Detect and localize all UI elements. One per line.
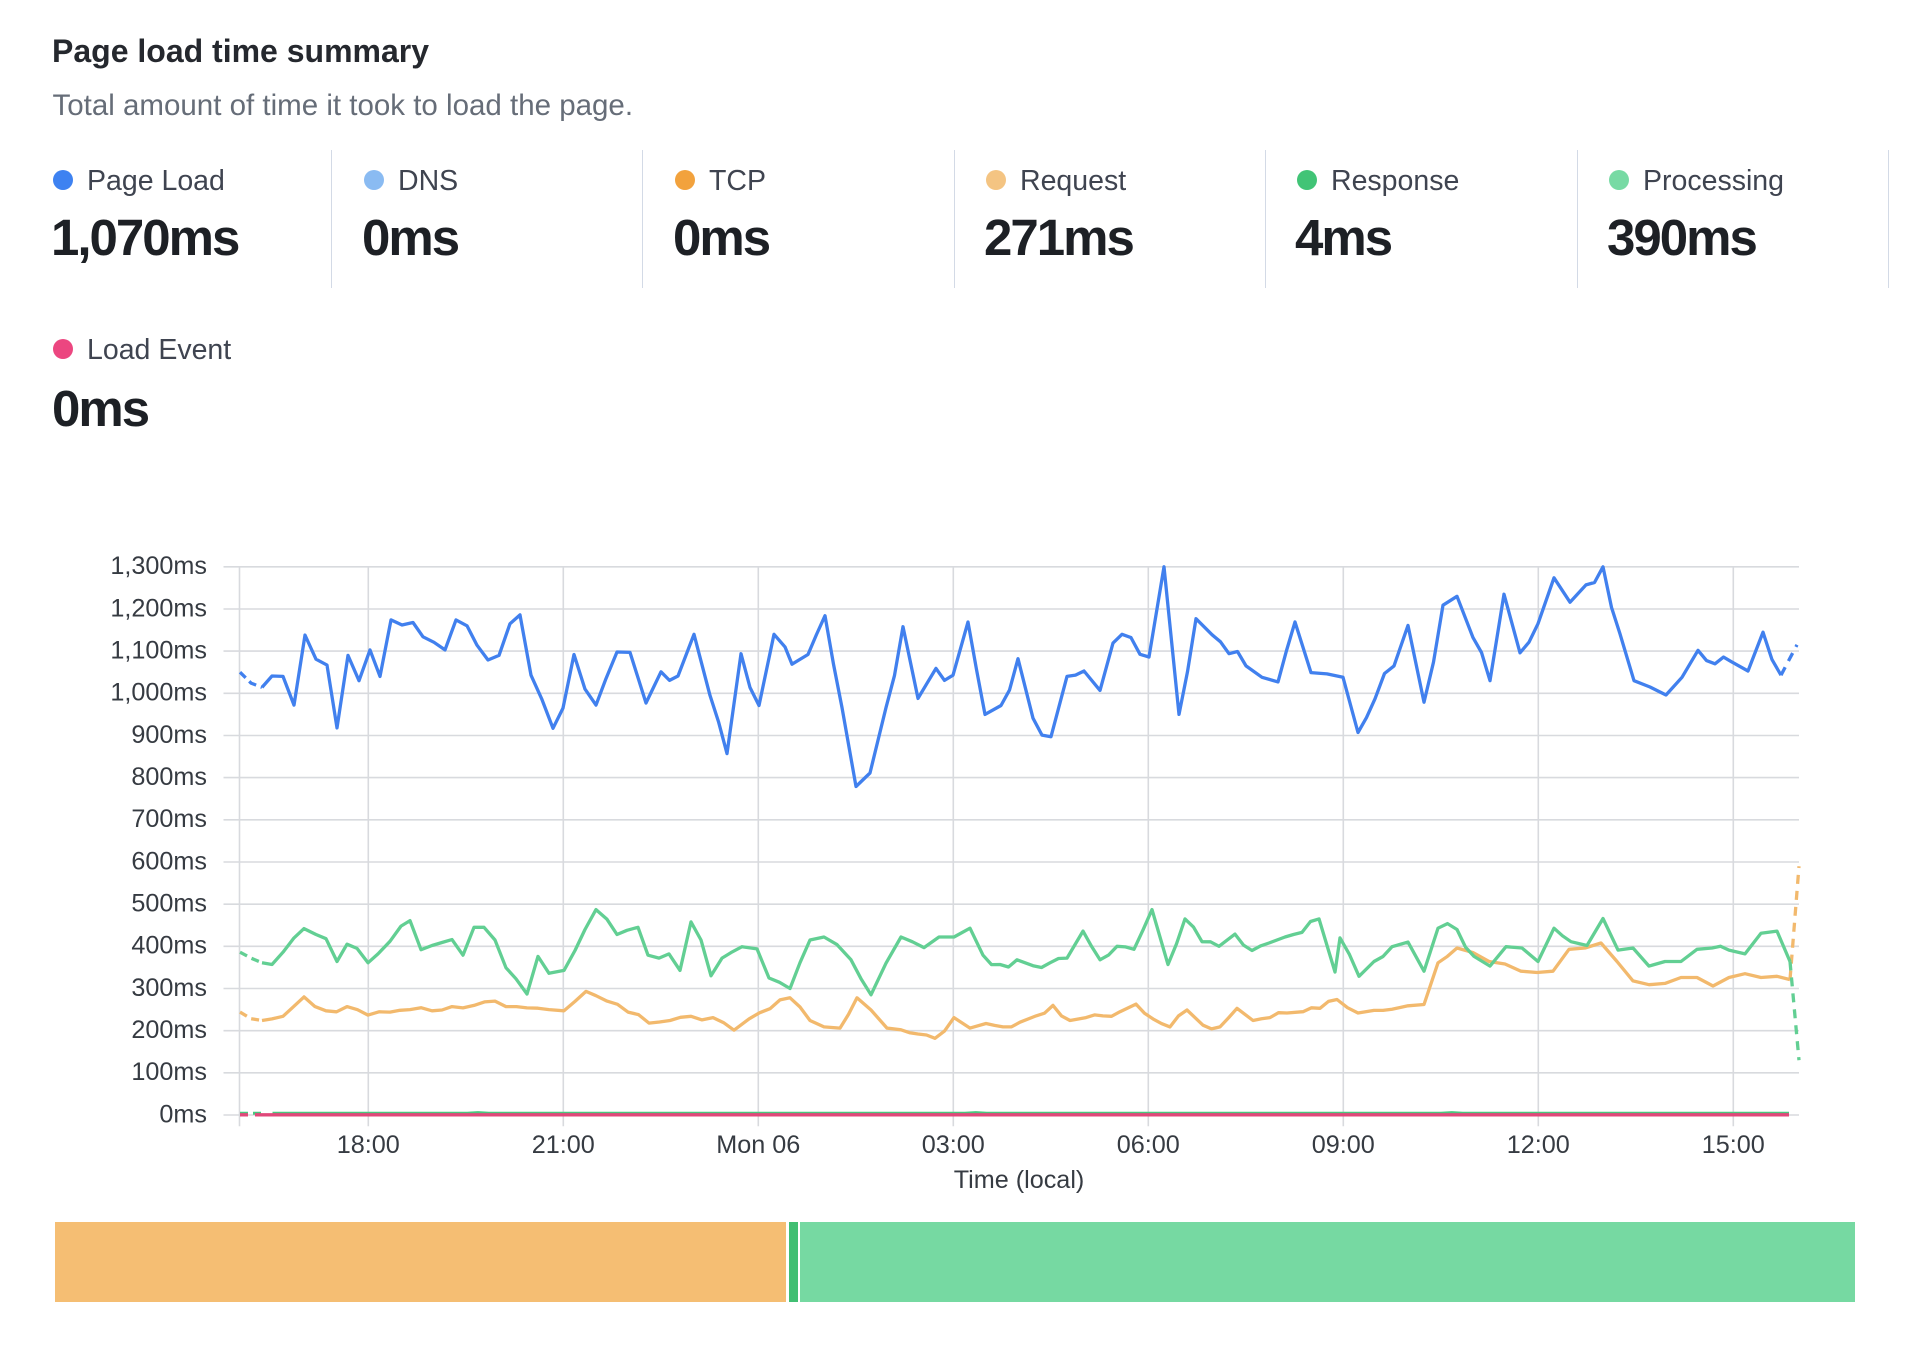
svg-text:1,000ms: 1,000ms bbox=[110, 679, 207, 707]
svg-text:15:00: 15:00 bbox=[1702, 1131, 1765, 1159]
svg-text:900ms: 900ms bbox=[131, 721, 207, 749]
svg-text:06:00: 06:00 bbox=[1117, 1131, 1180, 1159]
svg-text:500ms: 500ms bbox=[131, 890, 207, 918]
svg-text:18:00: 18:00 bbox=[337, 1131, 400, 1159]
svg-text:1,300ms: 1,300ms bbox=[110, 552, 207, 580]
svg-text:12:00: 12:00 bbox=[1507, 1131, 1570, 1159]
svg-text:Time (local): Time (local) bbox=[954, 1166, 1085, 1194]
svg-text:400ms: 400ms bbox=[131, 932, 207, 960]
svg-text:1,200ms: 1,200ms bbox=[110, 594, 207, 622]
svg-text:09:00: 09:00 bbox=[1312, 1131, 1375, 1159]
svg-text:300ms: 300ms bbox=[131, 974, 207, 1002]
svg-text:1,100ms: 1,100ms bbox=[110, 636, 207, 664]
svg-text:0ms: 0ms bbox=[159, 1100, 207, 1128]
svg-text:100ms: 100ms bbox=[131, 1058, 207, 1086]
svg-text:700ms: 700ms bbox=[131, 805, 207, 833]
svg-text:600ms: 600ms bbox=[131, 847, 207, 875]
svg-text:03:00: 03:00 bbox=[922, 1131, 985, 1159]
svg-text:800ms: 800ms bbox=[131, 763, 207, 791]
svg-text:200ms: 200ms bbox=[131, 1016, 207, 1044]
svg-text:21:00: 21:00 bbox=[532, 1131, 595, 1159]
svg-text:Mon 06: Mon 06 bbox=[716, 1131, 800, 1159]
